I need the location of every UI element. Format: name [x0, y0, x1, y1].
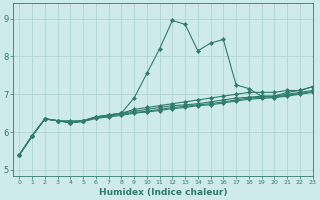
X-axis label: Humidex (Indice chaleur): Humidex (Indice chaleur) — [99, 188, 227, 197]
